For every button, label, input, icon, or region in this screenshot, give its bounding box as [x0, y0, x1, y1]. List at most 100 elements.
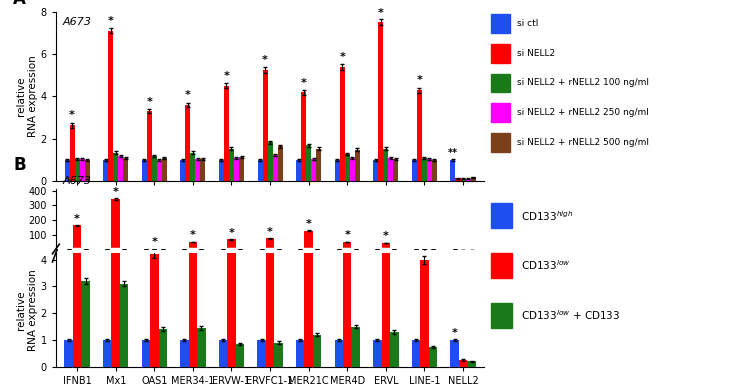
Text: *: * [69, 110, 75, 120]
Text: *: * [190, 230, 196, 240]
Bar [335, 340, 343, 367]
Bar [388, 158, 393, 181]
Bar [490, 133, 510, 152]
Bar [490, 74, 510, 92]
Bar [120, 284, 128, 367]
Bar [262, 70, 267, 181]
Text: *: * [262, 55, 268, 65]
Text: *: * [301, 78, 307, 88]
Text: CD133$^{high}$: CD133$^{high}$ [521, 209, 574, 223]
Text: si NELL2 + rNELL2 100 ng/ml: si NELL2 + rNELL2 100 ng/ml [517, 78, 649, 87]
Bar [113, 153, 118, 181]
Bar [451, 160, 455, 181]
Bar [296, 340, 305, 367]
Bar [227, 239, 235, 250]
Bar [180, 160, 186, 181]
Bar [490, 103, 510, 122]
Bar [301, 92, 306, 181]
Bar [455, 178, 460, 181]
Bar [123, 158, 128, 181]
Bar [373, 160, 378, 181]
Text: B: B [13, 156, 25, 174]
Text: A673: A673 [63, 176, 92, 186]
Text: *: * [146, 96, 152, 107]
Bar [412, 340, 420, 367]
Bar [112, 199, 120, 250]
Text: si NELL2 + rNELL2 250 ng/ml: si NELL2 + rNELL2 250 ng/ml [517, 108, 649, 117]
Bar [85, 160, 89, 181]
Bar [313, 335, 321, 367]
Bar [69, 125, 74, 181]
Bar [490, 44, 510, 63]
Bar [188, 0, 197, 367]
Text: *: * [416, 75, 422, 85]
Text: *: * [224, 71, 229, 81]
Bar [306, 145, 311, 181]
Bar [471, 177, 475, 181]
Bar [420, 249, 428, 250]
Bar [156, 160, 162, 181]
Bar [73, 225, 81, 250]
Bar [466, 179, 471, 181]
Bar [81, 281, 90, 367]
Bar [81, 249, 90, 250]
Bar [467, 361, 476, 367]
Bar [142, 160, 147, 181]
Bar [103, 340, 112, 367]
Text: si NELL2 + rNELL2 500 ng/ml: si NELL2 + rNELL2 500 ng/ml [517, 138, 649, 147]
Bar [352, 327, 360, 367]
Text: CD133$^{low}$ + CD133: CD133$^{low}$ + CD133 [521, 308, 620, 322]
Bar [103, 160, 108, 181]
Bar [234, 158, 239, 181]
Bar [459, 360, 467, 367]
Text: A: A [13, 0, 26, 8]
Bar [417, 90, 422, 181]
Text: *: * [422, 246, 428, 256]
Bar [186, 105, 191, 181]
Bar [490, 203, 512, 228]
Bar [420, 259, 428, 367]
Bar [343, 242, 352, 250]
Bar [266, 238, 274, 250]
Bar [152, 156, 156, 181]
Bar [316, 149, 321, 181]
Bar [200, 159, 206, 181]
Text: *: * [151, 237, 157, 247]
Text: *: * [383, 232, 389, 242]
Bar [195, 159, 200, 181]
Bar [273, 155, 278, 181]
Bar [112, 0, 120, 367]
Bar [305, 0, 313, 367]
Bar [227, 0, 235, 367]
Bar [393, 159, 399, 181]
Bar [219, 160, 224, 181]
Bar [355, 149, 360, 181]
Bar [266, 0, 274, 367]
Text: *: * [108, 16, 114, 26]
Bar [381, 243, 390, 250]
Bar [74, 159, 80, 181]
Bar [349, 158, 355, 181]
Bar [296, 160, 301, 181]
Bar [229, 149, 234, 181]
Bar [162, 158, 167, 181]
Text: *: * [451, 328, 457, 338]
Bar [428, 347, 437, 367]
Bar [239, 157, 244, 181]
Bar [305, 231, 313, 250]
Bar [118, 156, 123, 181]
Bar [150, 249, 159, 250]
Text: CD133$^{low}$: CD133$^{low}$ [521, 259, 571, 273]
Bar [64, 340, 73, 367]
Bar [120, 249, 128, 250]
Bar [390, 332, 399, 367]
Text: *: * [305, 219, 311, 229]
Bar [80, 159, 85, 181]
Bar [191, 153, 195, 181]
Bar [274, 343, 283, 367]
Bar [150, 254, 159, 367]
Text: *: * [112, 187, 118, 197]
Bar [73, 0, 81, 367]
Bar [432, 160, 437, 181]
Bar [188, 242, 197, 250]
